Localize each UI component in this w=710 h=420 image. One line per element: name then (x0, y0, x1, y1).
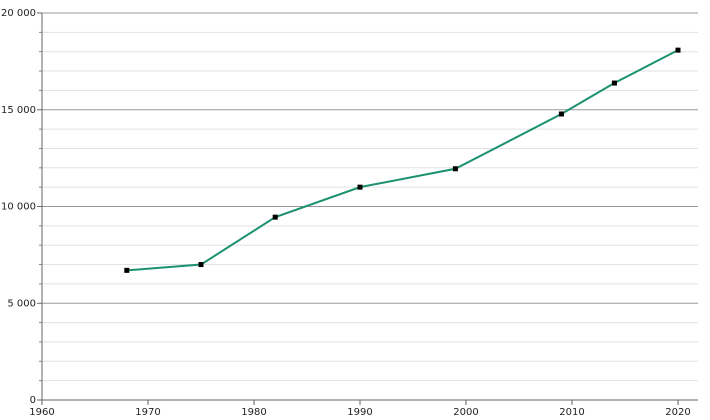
y-tick-label: 5 000 (7, 298, 36, 309)
point (357, 184, 363, 190)
x-tick-label: 1960 (29, 407, 54, 418)
point (124, 267, 130, 273)
x-tick-label: 2020 (665, 407, 690, 418)
line (126, 49, 679, 272)
x-tick-label: 1990 (347, 407, 372, 418)
point (272, 214, 278, 220)
y-tick-label: 10 000 (1, 202, 36, 213)
x-tick-label: 1980 (241, 407, 266, 418)
y-tick-label: 0 (30, 395, 36, 406)
point (558, 111, 564, 117)
y-tick-label: 20 000 (1, 8, 36, 19)
point (611, 80, 617, 86)
x-tick-label: 1970 (135, 407, 160, 418)
x-tick-label: 2010 (559, 407, 584, 418)
point (452, 166, 458, 172)
y-tick-label: 15 000 (1, 105, 36, 116)
x-tick-label: 2000 (453, 407, 478, 418)
point (198, 262, 204, 268)
point (675, 47, 681, 53)
